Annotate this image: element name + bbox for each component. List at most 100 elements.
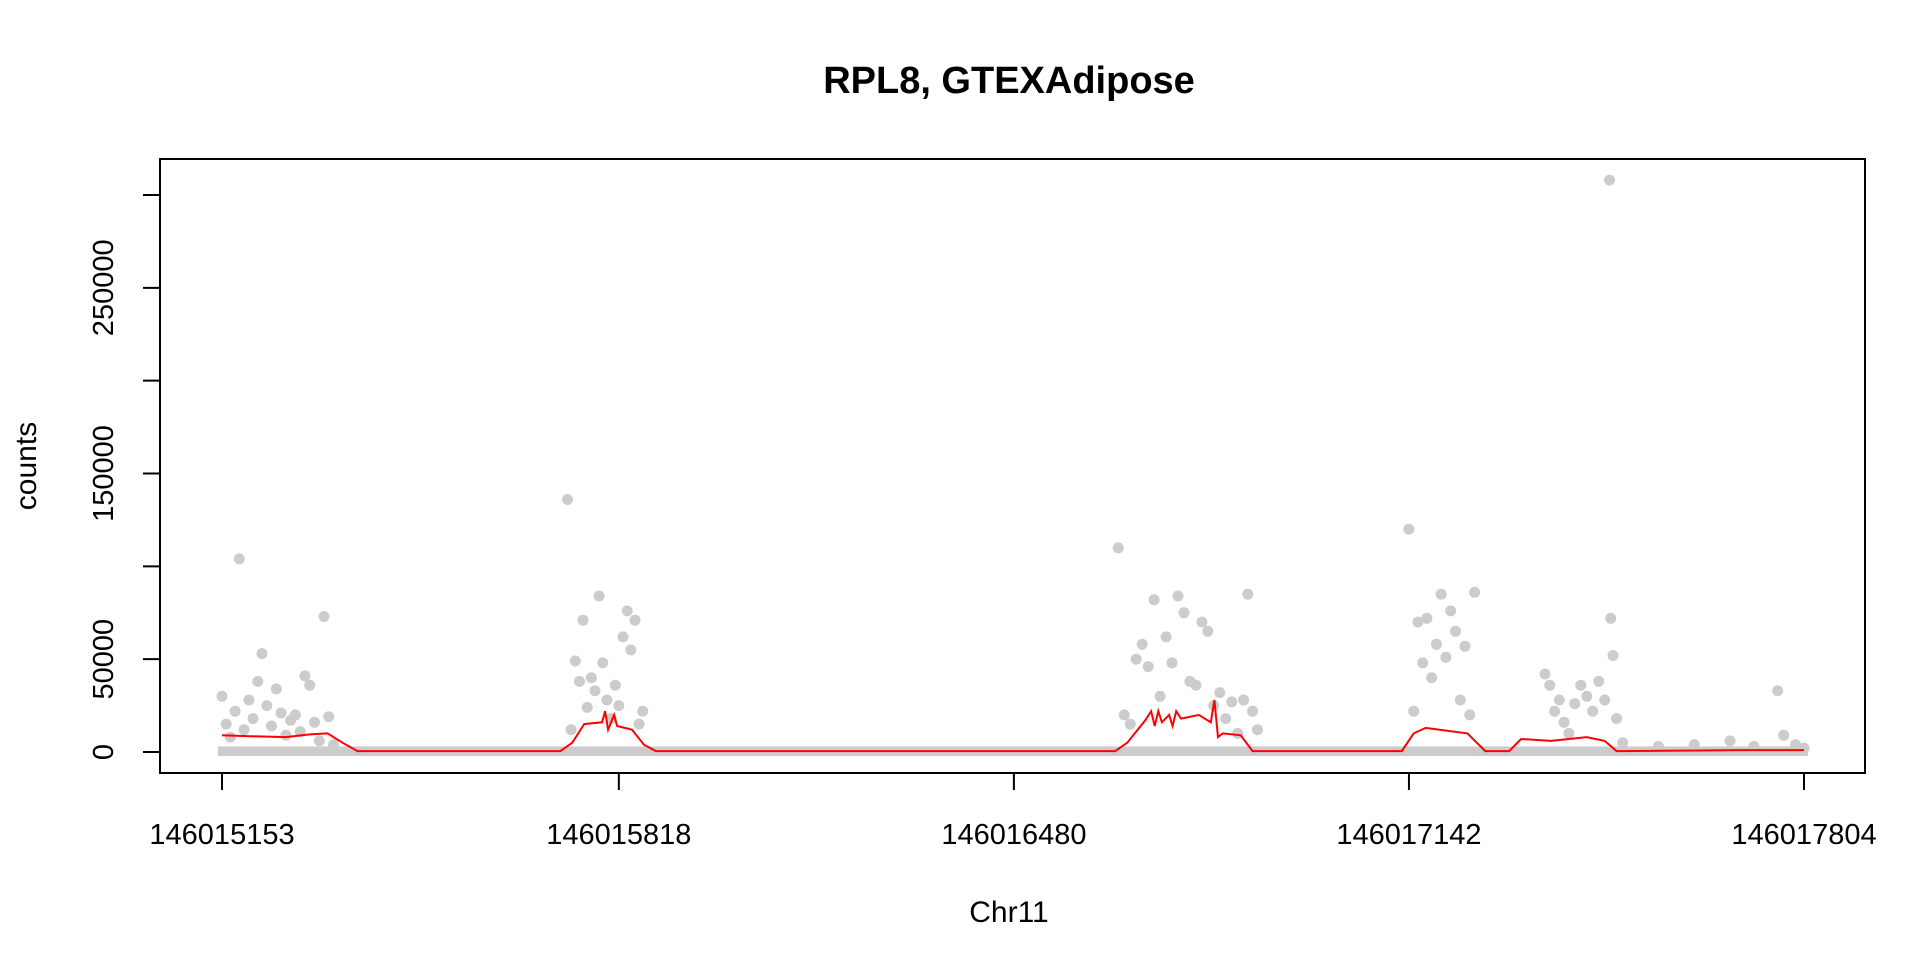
data-point (1599, 694, 1611, 706)
data-point (252, 675, 264, 687)
data-point (1553, 694, 1565, 706)
y-axis: 0 50000 150000 250000 (88, 194, 161, 760)
data-point (328, 739, 340, 751)
data-points (216, 174, 1810, 756)
data-point (1724, 735, 1736, 747)
data-point (1154, 690, 1166, 702)
y-axis-label: counts (10, 422, 43, 510)
data-point (1445, 605, 1457, 617)
data-point (613, 700, 625, 712)
data-point (1587, 705, 1599, 717)
data-point (247, 713, 259, 725)
x-tick-label: 146015818 (546, 819, 691, 851)
data-point (1569, 698, 1581, 710)
data-point (1539, 668, 1551, 680)
data-point (299, 670, 311, 682)
data-point (1408, 705, 1420, 717)
data-point (562, 494, 573, 505)
data-point (1652, 740, 1664, 752)
data-point (585, 672, 597, 684)
data-point (1604, 174, 1615, 186)
data-point (625, 644, 637, 656)
data-point (1417, 657, 1429, 669)
data-point (569, 655, 581, 667)
data-point (1469, 586, 1481, 598)
data-point (1166, 657, 1178, 669)
x-axis: 146015153 146015818 146016480 146017142 1460… (149, 772, 1877, 851)
data-point (1464, 709, 1476, 721)
data-point (1112, 542, 1124, 554)
data-point (1220, 713, 1232, 725)
data-point (1563, 727, 1575, 739)
data-point (1214, 687, 1226, 699)
data-point (323, 711, 335, 723)
y-tick-label: 150000 (88, 425, 120, 522)
x-tick-label: 146017142 (1336, 819, 1481, 851)
data-point (637, 705, 649, 717)
data-point (1421, 612, 1433, 624)
y-tick-label: 0 (88, 744, 120, 760)
data-point (1160, 631, 1172, 643)
data-point (318, 611, 330, 622)
data-point (304, 679, 316, 691)
data-point (1124, 718, 1136, 730)
y-tick-label: 250000 (88, 239, 120, 336)
data-point (238, 724, 250, 736)
data-point (1226, 696, 1238, 708)
data-point (1196, 616, 1208, 628)
data-point (229, 705, 241, 717)
data-point (1549, 705, 1561, 717)
data-point (1172, 590, 1184, 602)
x-axis-label: Chr11 (969, 896, 1048, 929)
data-point (1178, 607, 1190, 619)
data-point (601, 694, 613, 706)
data-point (275, 707, 287, 719)
data-point (609, 679, 621, 691)
fitted-line (221, 699, 1804, 753)
data-point (574, 675, 585, 687)
data-point (1430, 638, 1442, 650)
data-point (565, 724, 577, 736)
data-point (1435, 588, 1447, 600)
data-point (280, 729, 292, 741)
data-point (1142, 661, 1154, 673)
data-point (1772, 685, 1784, 697)
data-point (1454, 694, 1466, 706)
data-point (1459, 640, 1471, 652)
data-point (1607, 650, 1619, 661)
data-point (1136, 638, 1148, 650)
data-point (256, 648, 268, 660)
data-point (309, 716, 320, 728)
data-point (1238, 694, 1250, 706)
data-point (1778, 729, 1790, 741)
data-point (577, 614, 589, 626)
data-point (1688, 739, 1700, 751)
data-point (1412, 616, 1424, 628)
data-point (1118, 709, 1130, 721)
data-point (1605, 612, 1617, 624)
data-point (289, 709, 301, 721)
data-point (233, 553, 245, 565)
data-point (1798, 742, 1810, 754)
data-point (270, 683, 282, 695)
data-point (1251, 724, 1263, 736)
data-point (216, 690, 228, 702)
x-tick-label: 146015153 (149, 819, 294, 851)
data-point (313, 735, 325, 747)
data-point (617, 631, 629, 643)
data-point (224, 731, 236, 743)
x-tick-label: 146017804 (1731, 819, 1876, 851)
data-point (633, 718, 645, 730)
data-point (1581, 690, 1593, 702)
data-point (597, 657, 609, 669)
data-point (1544, 679, 1556, 691)
data-point (621, 605, 633, 617)
chart-title: RPL8, GTEXAdipose (823, 60, 1195, 102)
data-point (1593, 675, 1605, 687)
data-point (1426, 672, 1438, 684)
data-point (220, 718, 232, 730)
data-point (1202, 625, 1214, 637)
data-point (1611, 713, 1623, 725)
data-point (1190, 679, 1202, 691)
